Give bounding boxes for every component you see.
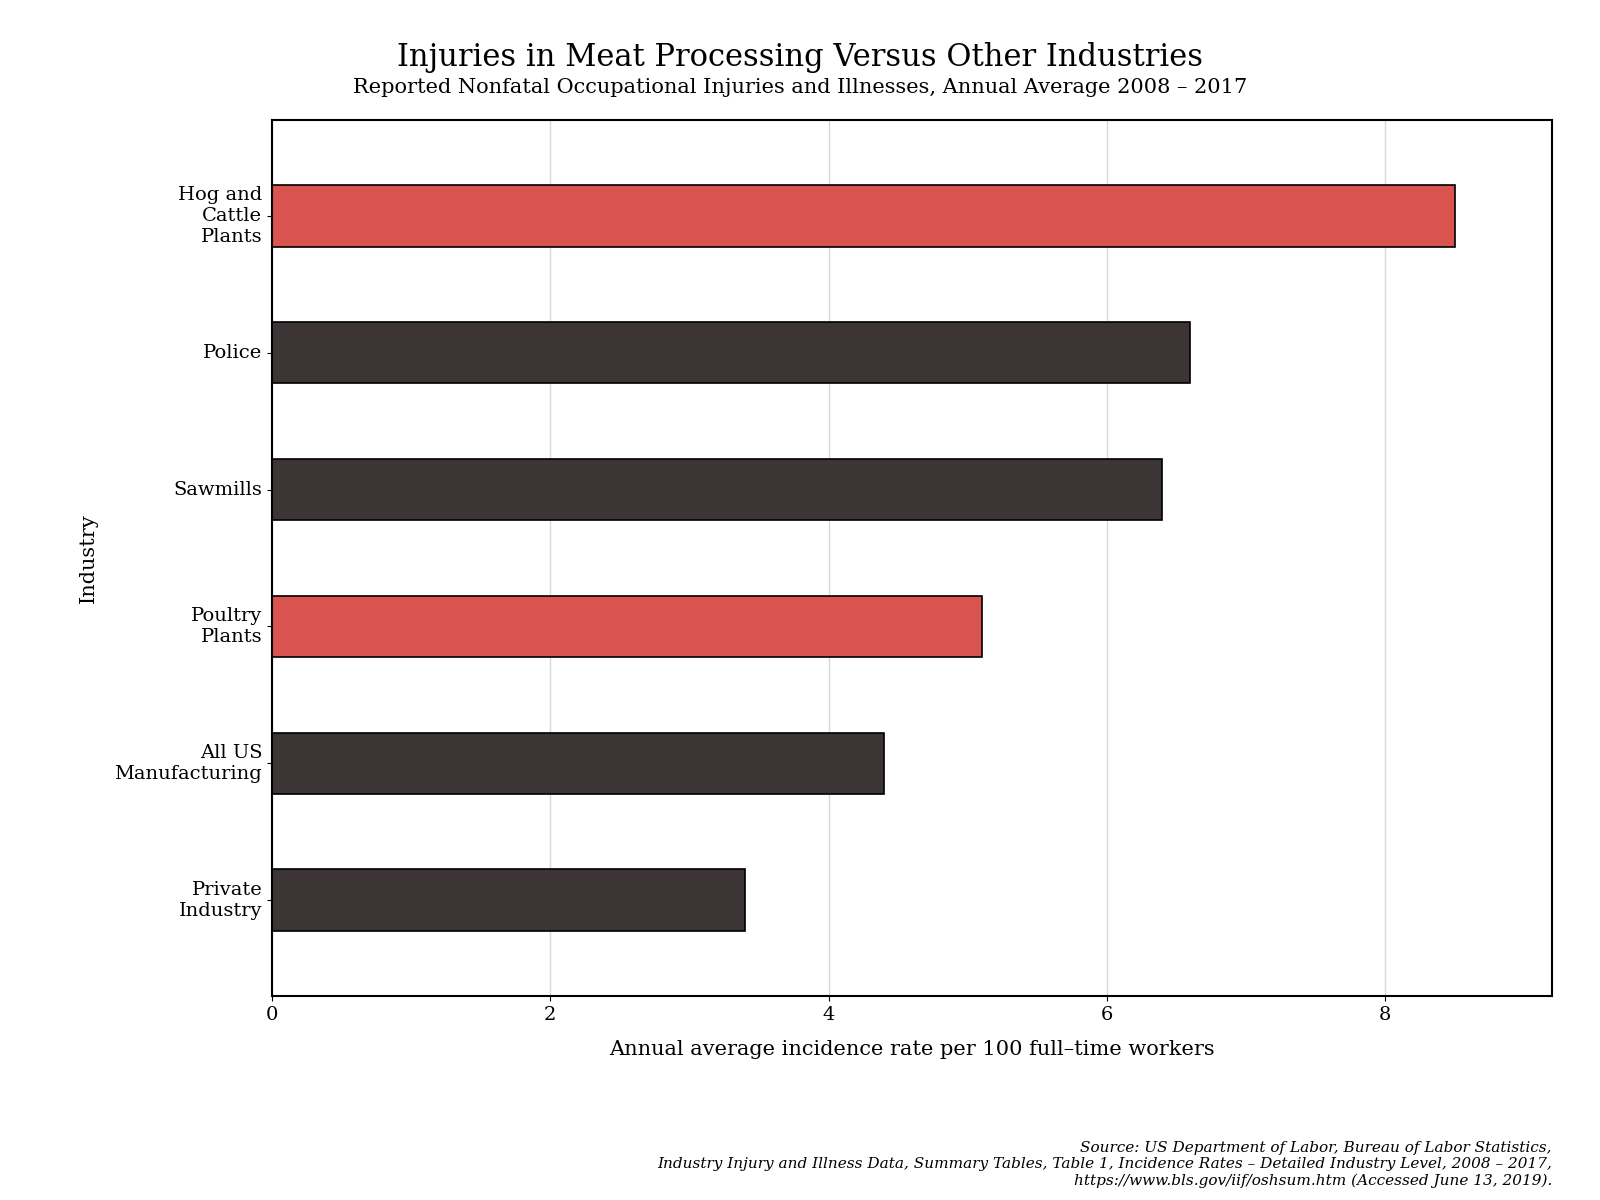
Bar xyxy=(272,732,885,794)
Bar xyxy=(272,185,1454,247)
Text: Source: US Department of Labor, Bureau of Labor Statistics,
Industry Injury and : Source: US Department of Labor, Bureau o… xyxy=(658,1141,1552,1188)
Text: Injuries in Meat Processing Versus Other Industries: Injuries in Meat Processing Versus Other… xyxy=(397,42,1203,73)
Bar xyxy=(272,322,1190,384)
Bar xyxy=(272,458,1163,521)
Bar xyxy=(272,595,981,658)
X-axis label: Annual average incidence rate per 100 full–time workers: Annual average incidence rate per 100 fu… xyxy=(610,1040,1214,1060)
Y-axis label: Industry: Industry xyxy=(78,514,98,602)
Text: Reported Nonfatal Occupational Injuries and Illnesses, Annual Average 2008 – 201: Reported Nonfatal Occupational Injuries … xyxy=(354,78,1246,97)
Bar xyxy=(272,869,746,931)
